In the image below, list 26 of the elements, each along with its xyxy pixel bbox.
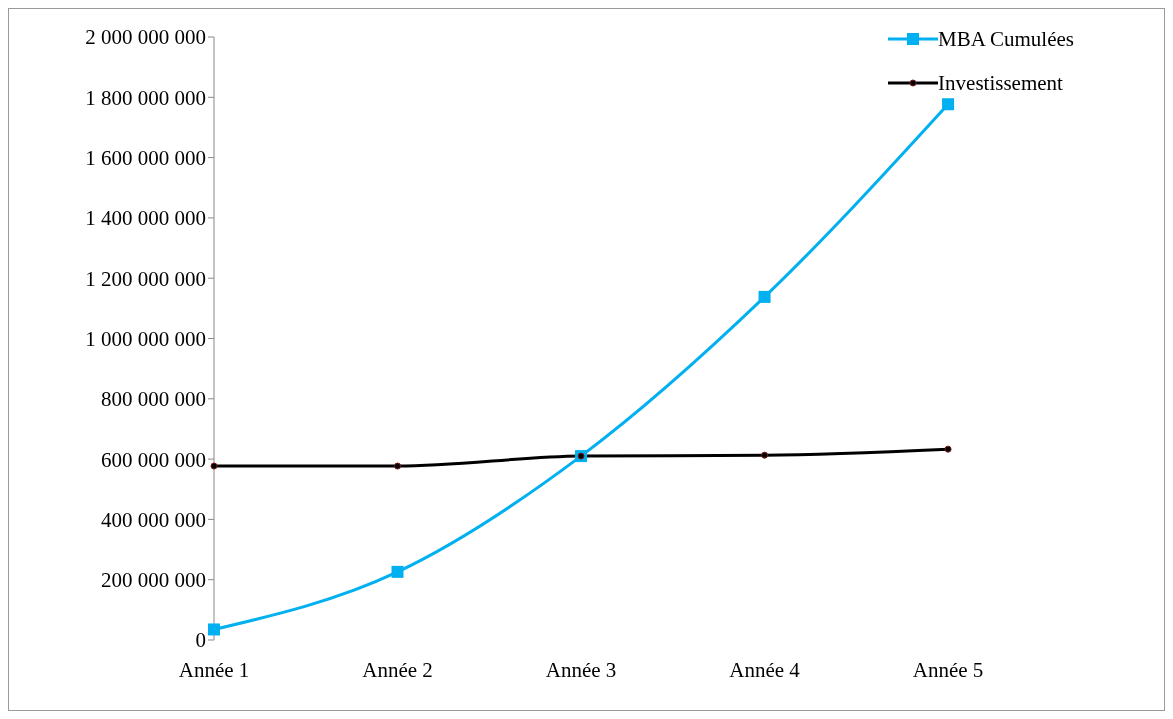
y-tick-label: 1 800 000 000 bbox=[85, 85, 206, 110]
point bbox=[208, 623, 220, 636]
y-tick-label: 0 bbox=[195, 628, 206, 653]
y-tick-label: 800 000 000 bbox=[101, 387, 206, 412]
legend-label: Investissement bbox=[938, 70, 1063, 96]
y-tick-label: 1 200 000 000 bbox=[85, 266, 206, 291]
x-tick-label: Année 5 bbox=[912, 657, 984, 682]
y-tick-label: 1 600 000 000 bbox=[85, 146, 206, 171]
point bbox=[942, 98, 955, 111]
x-tick-label: Année 2 bbox=[362, 657, 433, 682]
y-tick-label: 600 000 000 bbox=[101, 447, 206, 472]
y-tick-label: 1 400 000 000 bbox=[85, 206, 206, 231]
legend-label: MBA Cumulées bbox=[938, 26, 1074, 52]
point bbox=[210, 462, 218, 470]
point bbox=[391, 565, 404, 578]
y-tick-label: 400 000 000 bbox=[101, 507, 206, 532]
point bbox=[761, 451, 769, 459]
y-tick-label: 200 000 000 bbox=[101, 568, 206, 593]
x-tick-label: Année 1 bbox=[178, 657, 250, 682]
y-tick-label: 2 000 000 000 bbox=[85, 25, 206, 50]
x-tick-label: Année 4 bbox=[729, 657, 801, 682]
point bbox=[394, 462, 402, 470]
x-tick-label: Année 3 bbox=[545, 657, 617, 682]
y-tick-label: 1 000 000 000 bbox=[85, 326, 206, 351]
point bbox=[758, 290, 771, 303]
point bbox=[944, 445, 952, 453]
